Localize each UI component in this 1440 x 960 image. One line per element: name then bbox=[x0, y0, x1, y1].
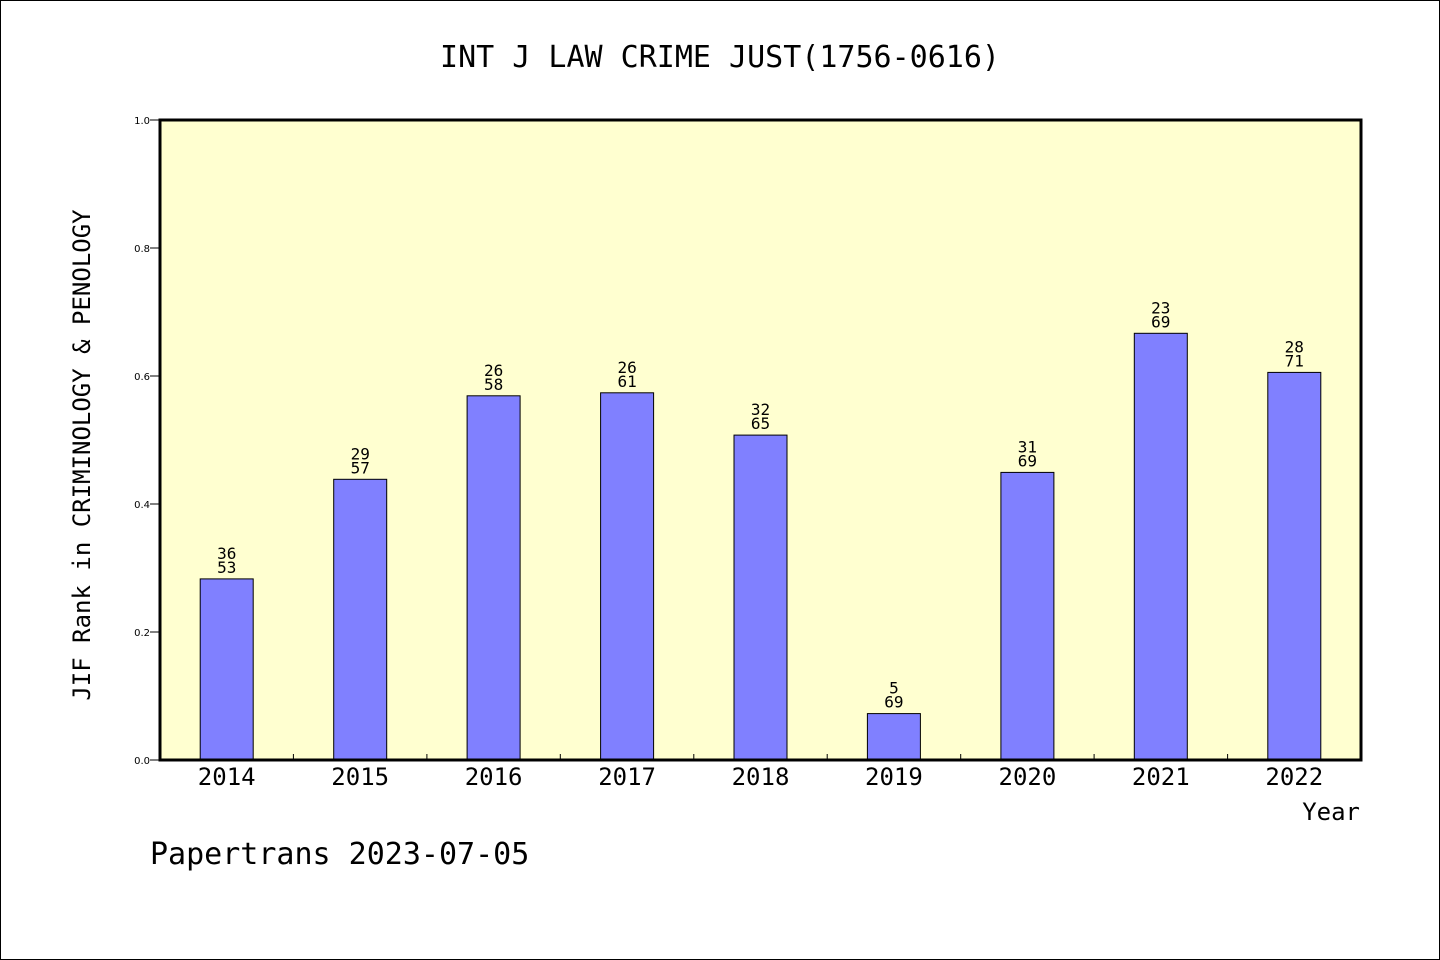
bar-2019 bbox=[866, 713, 921, 761]
x-tick-label-2019: 2019 bbox=[865, 763, 923, 791]
bar-label-rank-2018: 32 bbox=[751, 400, 770, 419]
bars-group bbox=[199, 332, 1322, 761]
x-tick-label-2014: 2014 bbox=[198, 763, 256, 791]
y-tick-label-0.4: 0.4 bbox=[134, 500, 150, 511]
bar-label-total-2015: 57 bbox=[351, 458, 370, 477]
x-tick-label-2022: 2022 bbox=[1265, 763, 1323, 791]
x-axis: 2014 2015 2016 2017 2018 2019 2020 2021 2022 bbox=[198, 754, 1323, 791]
bar-2016 bbox=[466, 395, 521, 761]
bar-label-total-2017: 61 bbox=[617, 372, 636, 391]
x-tick-label-2017: 2017 bbox=[598, 763, 656, 791]
bar-label-rank-2016: 26 bbox=[484, 361, 503, 380]
plot-border bbox=[158, 118, 1363, 762]
bar-2017 bbox=[600, 392, 655, 761]
bar-2021 bbox=[1133, 332, 1188, 761]
bar-label-rank-2015: 29 bbox=[351, 444, 370, 463]
y-tick-label-0.6: 0.6 bbox=[134, 372, 150, 383]
x-tick-label-2016: 2016 bbox=[465, 763, 523, 791]
y-tick-label-0.0: 0.0 bbox=[134, 756, 150, 767]
bar-2014 bbox=[199, 578, 254, 761]
bar-label-total-2018: 65 bbox=[751, 414, 770, 433]
bar-label-rank-2017: 26 bbox=[617, 358, 636, 377]
x-axis-label: Year bbox=[1302, 798, 1360, 826]
x-tick-label-2015: 2015 bbox=[331, 763, 389, 791]
y-axis: 0.0 0.2 0.4 0.6 0.8 1.0 bbox=[134, 116, 160, 767]
x-tick-label-2021: 2021 bbox=[1132, 763, 1190, 791]
source-footer: Papertrans 2023-07-05 bbox=[150, 837, 529, 872]
y-tick-label-1.0: 1.0 bbox=[134, 116, 150, 127]
bar-2020 bbox=[1000, 471, 1055, 761]
bar-label-total-2022: 71 bbox=[1285, 351, 1304, 370]
bar-2015 bbox=[333, 478, 388, 761]
bar-label-total-2020: 69 bbox=[1018, 451, 1037, 470]
bar-label-rank-2020: 31 bbox=[1018, 437, 1037, 456]
y-tick-label-0.8: 0.8 bbox=[134, 244, 150, 255]
chart-title: INT J LAW CRIME JUST(1756-0616) bbox=[440, 40, 1000, 75]
bar-label-total-2019: 69 bbox=[884, 693, 903, 712]
bar-2022 bbox=[1267, 371, 1322, 761]
bar-2018 bbox=[733, 434, 788, 761]
bar-label-total-2014: 53 bbox=[217, 558, 236, 577]
y-tick-label-0.2: 0.2 bbox=[134, 628, 150, 639]
x-tick-label-2018: 2018 bbox=[732, 763, 790, 791]
bar-label-rank-2019: 5 bbox=[889, 679, 899, 698]
bar-label-rank-2021: 23 bbox=[1151, 298, 1170, 317]
bar-label-rank-2014: 36 bbox=[217, 544, 236, 563]
x-tick-label-2020: 2020 bbox=[999, 763, 1057, 791]
y-axis-label: JIF Rank in CRIMINOLOGY & PENOLOGY bbox=[68, 209, 96, 701]
bar-label-rank-2022: 28 bbox=[1285, 337, 1304, 356]
bar-label-total-2016: 58 bbox=[484, 375, 503, 394]
bar-label-total-2021: 69 bbox=[1151, 312, 1170, 331]
